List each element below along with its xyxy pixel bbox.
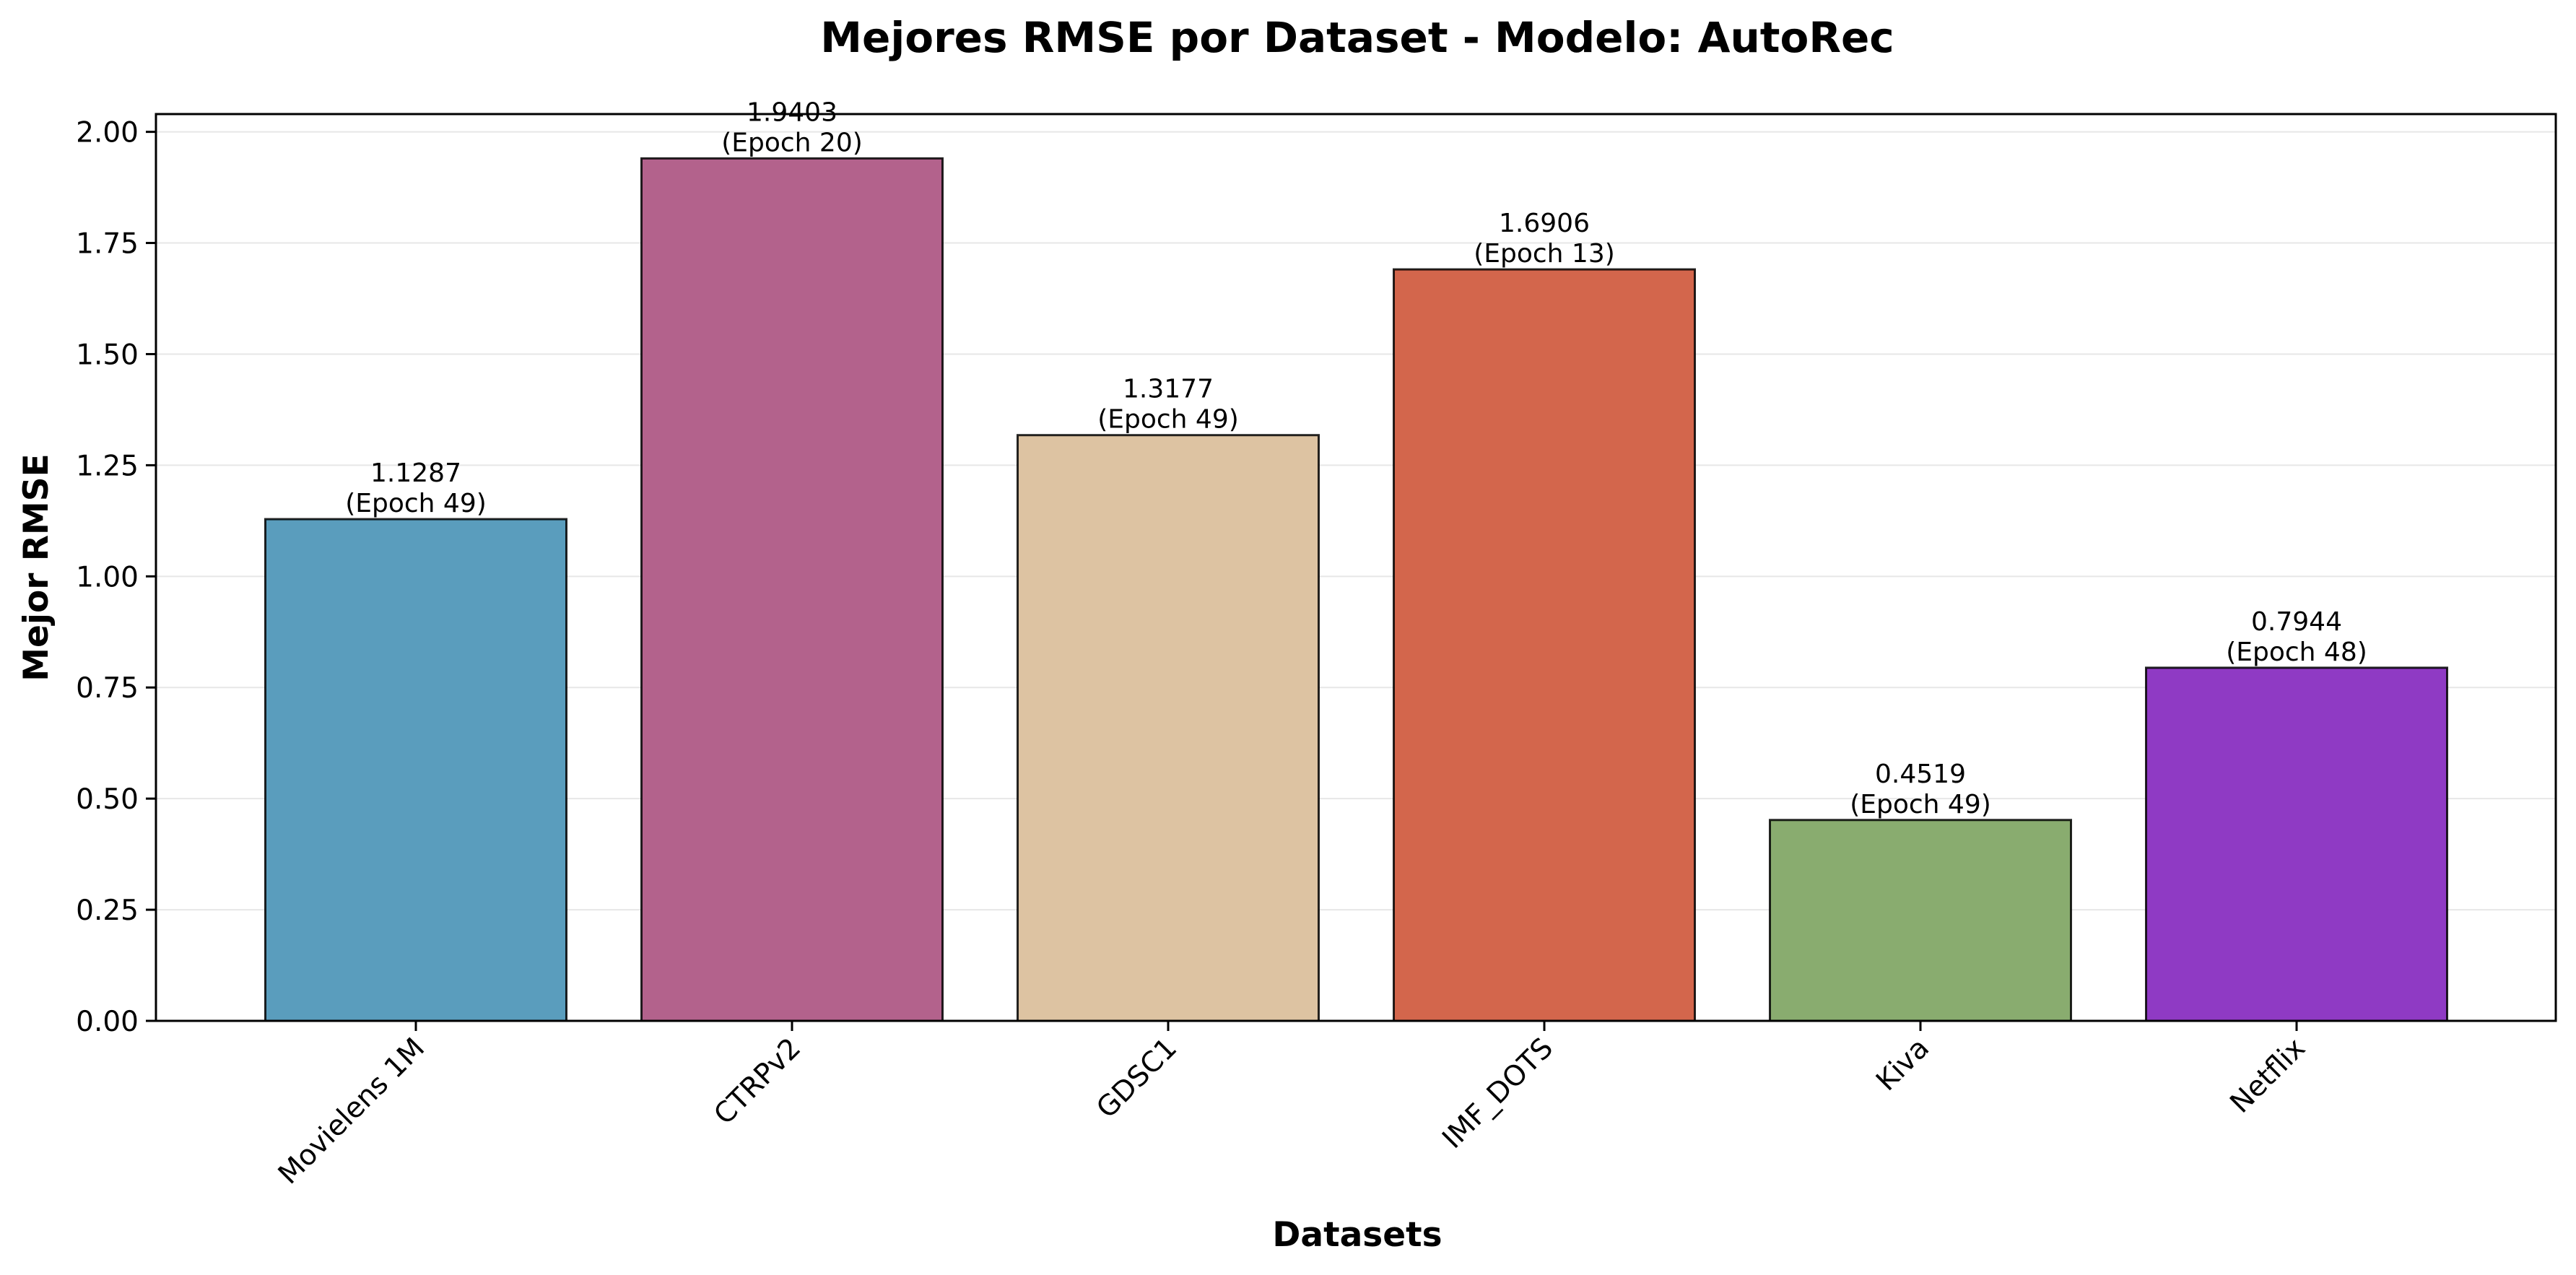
bar-value-label: 0.7944 — [2251, 607, 2342, 637]
bar-epoch-label: (Epoch 13) — [1474, 239, 1615, 269]
x-tick-label: Kiva — [1870, 1032, 1936, 1097]
x-tick-label: Movielens 1M — [272, 1032, 431, 1191]
bar — [264, 518, 567, 1022]
x-tick-label: IMF_DOTS — [1436, 1032, 1559, 1155]
y-tick-label: 0.50 — [76, 783, 139, 816]
bar-value-label: 0.4519 — [1875, 760, 1966, 789]
y-tick-label: 1.75 — [76, 228, 139, 261]
bar-value-label: 1.1287 — [370, 458, 461, 488]
bar-value-label: 1.9403 — [747, 97, 837, 127]
x-tick-label: CTRPv2 — [708, 1032, 807, 1131]
bar-epoch-label: (Epoch 49) — [1097, 405, 1239, 435]
bar-value-label: 1.6906 — [1499, 209, 1590, 238]
y-tick-label: 0.00 — [76, 1006, 139, 1038]
bar — [1017, 434, 1320, 1022]
bar-epoch-label: (Epoch 49) — [345, 489, 487, 518]
plot-frame — [155, 113, 2557, 1022]
bar — [640, 157, 944, 1022]
y-tick-label: 0.75 — [76, 672, 139, 705]
x-tick-label: Netflix — [2224, 1032, 2312, 1120]
chart-title: Mejores RMSE por Dataset - Modelo: AutoR… — [820, 13, 1894, 62]
bars — [264, 157, 2448, 1022]
bar-value-label: 1.3177 — [1123, 375, 1214, 404]
y-tick-label: 1.25 — [76, 450, 139, 482]
bar-value-labels: 1.1287(Epoch 49)1.9403(Epoch 20)1.3177(E… — [345, 97, 2367, 819]
bar — [1393, 268, 1696, 1022]
bar-epoch-label: (Epoch 49) — [1850, 790, 1991, 819]
bar — [2145, 666, 2448, 1022]
bar — [1769, 819, 2072, 1022]
y-tick-label: 2.00 — [76, 117, 139, 149]
y-tick-label: 1.00 — [76, 561, 139, 593]
x-tick-label: GDSC1 — [1090, 1032, 1183, 1125]
y-axis-label: Mejor RMSE — [17, 453, 56, 682]
bar-epoch-label: (Epoch 48) — [2226, 638, 2367, 667]
y-tick-label: 0.25 — [76, 895, 139, 927]
x-axis-ticks: Movielens 1M CTRPv2 GDSC1 IMF_DOTS Kiva Netfl… — [272, 1021, 2312, 1191]
y-tick-label: 1.50 — [76, 339, 139, 371]
x-axis-label: Datasets — [1272, 1215, 1442, 1255]
y-axis-ticks: 0.00 0.25 0.50 0.75 1.00 1.25 1.50 1.75 2.00 — [76, 117, 156, 1038]
bar-epoch-label: (Epoch 20) — [721, 128, 863, 157]
